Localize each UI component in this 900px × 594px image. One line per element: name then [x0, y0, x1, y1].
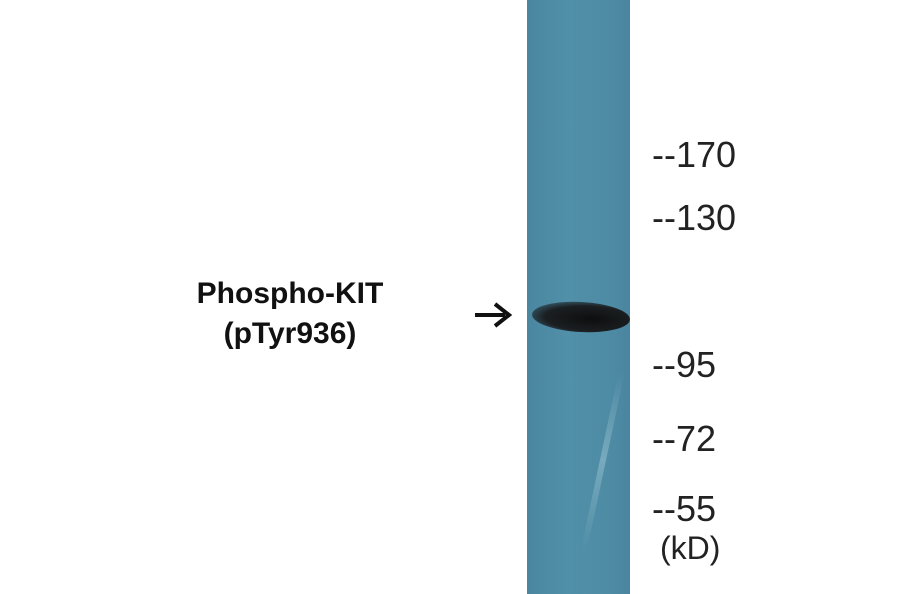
blot-lane — [527, 0, 630, 594]
marker-170: --170 — [652, 134, 737, 175]
marker-130: --130 — [652, 197, 737, 238]
marker-55: --55 — [652, 488, 717, 529]
arrow-right-icon — [475, 302, 513, 328]
protein-label: Phospho-KIT (pTyr936) — [160, 274, 420, 354]
protein-name: Phospho-KIT — [196, 277, 384, 310]
marker-72: --72 — [652, 418, 717, 459]
protein-site: (pTyr936) — [223, 317, 357, 350]
unit-label: (kD) — [660, 530, 721, 566]
marker-95: --95 — [652, 344, 717, 385]
